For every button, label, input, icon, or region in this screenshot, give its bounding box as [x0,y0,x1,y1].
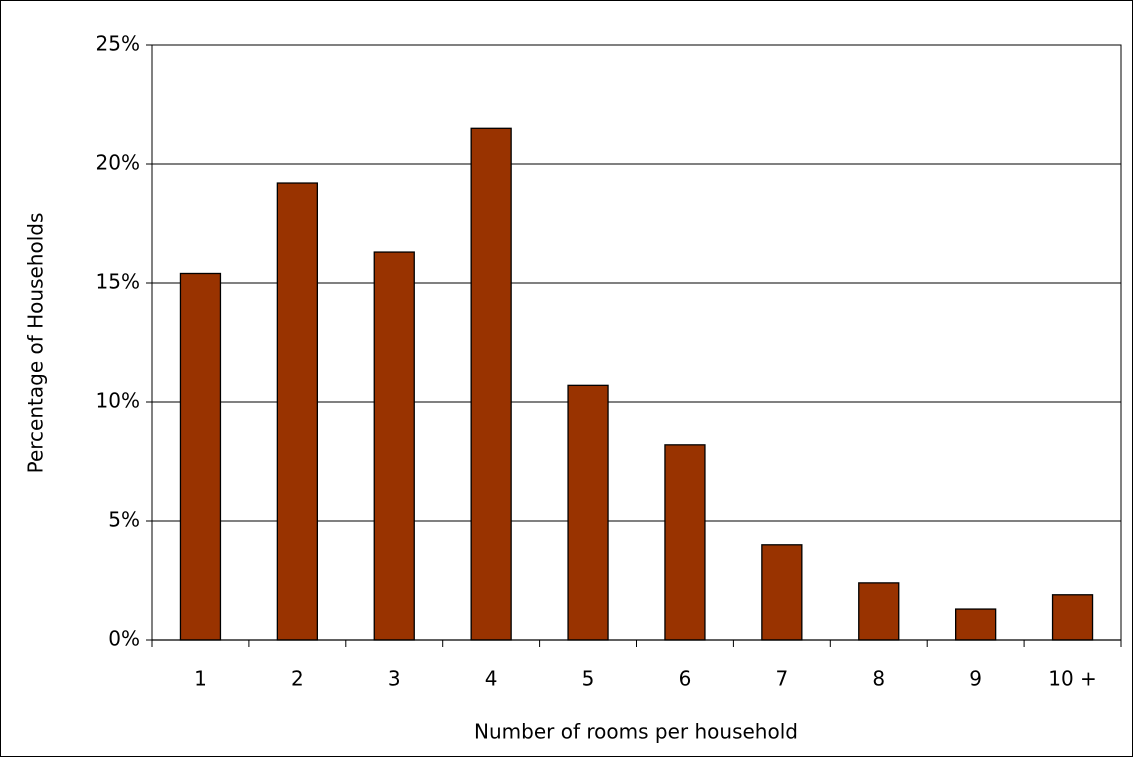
x-tick-label: 6 [679,667,692,691]
y-tick-label: 15% [96,270,140,294]
bar [276,182,319,641]
x-tick-label: 4 [485,667,498,691]
x-tick-label: 1 [194,667,207,691]
y-tick-label: 0% [108,627,140,651]
bar [470,127,512,641]
x-tick-label: 10 + [1048,667,1097,691]
bar [664,444,706,641]
x-tick-label: 3 [388,667,401,691]
x-tick-label: 9 [969,667,982,691]
x-tick-label: 2 [291,667,304,691]
y-tick-label: 20% [96,151,140,175]
bar [955,608,997,641]
x-tick-label: 5 [582,667,595,691]
bar [567,384,609,641]
y-axis-label: Percentage of Households [24,213,48,474]
y-tick-label: 25% [96,32,140,56]
y-tick-label: 5% [108,508,140,532]
x-tick-label: 7 [775,667,788,691]
x-axis-label: Number of rooms per household [474,720,798,744]
bar [373,251,415,641]
y-tick-label: 10% [96,389,140,413]
bar [761,544,803,641]
x-tick-label: 8 [872,667,885,691]
bar [1051,594,1094,641]
bar [179,272,222,641]
bar [858,582,900,641]
